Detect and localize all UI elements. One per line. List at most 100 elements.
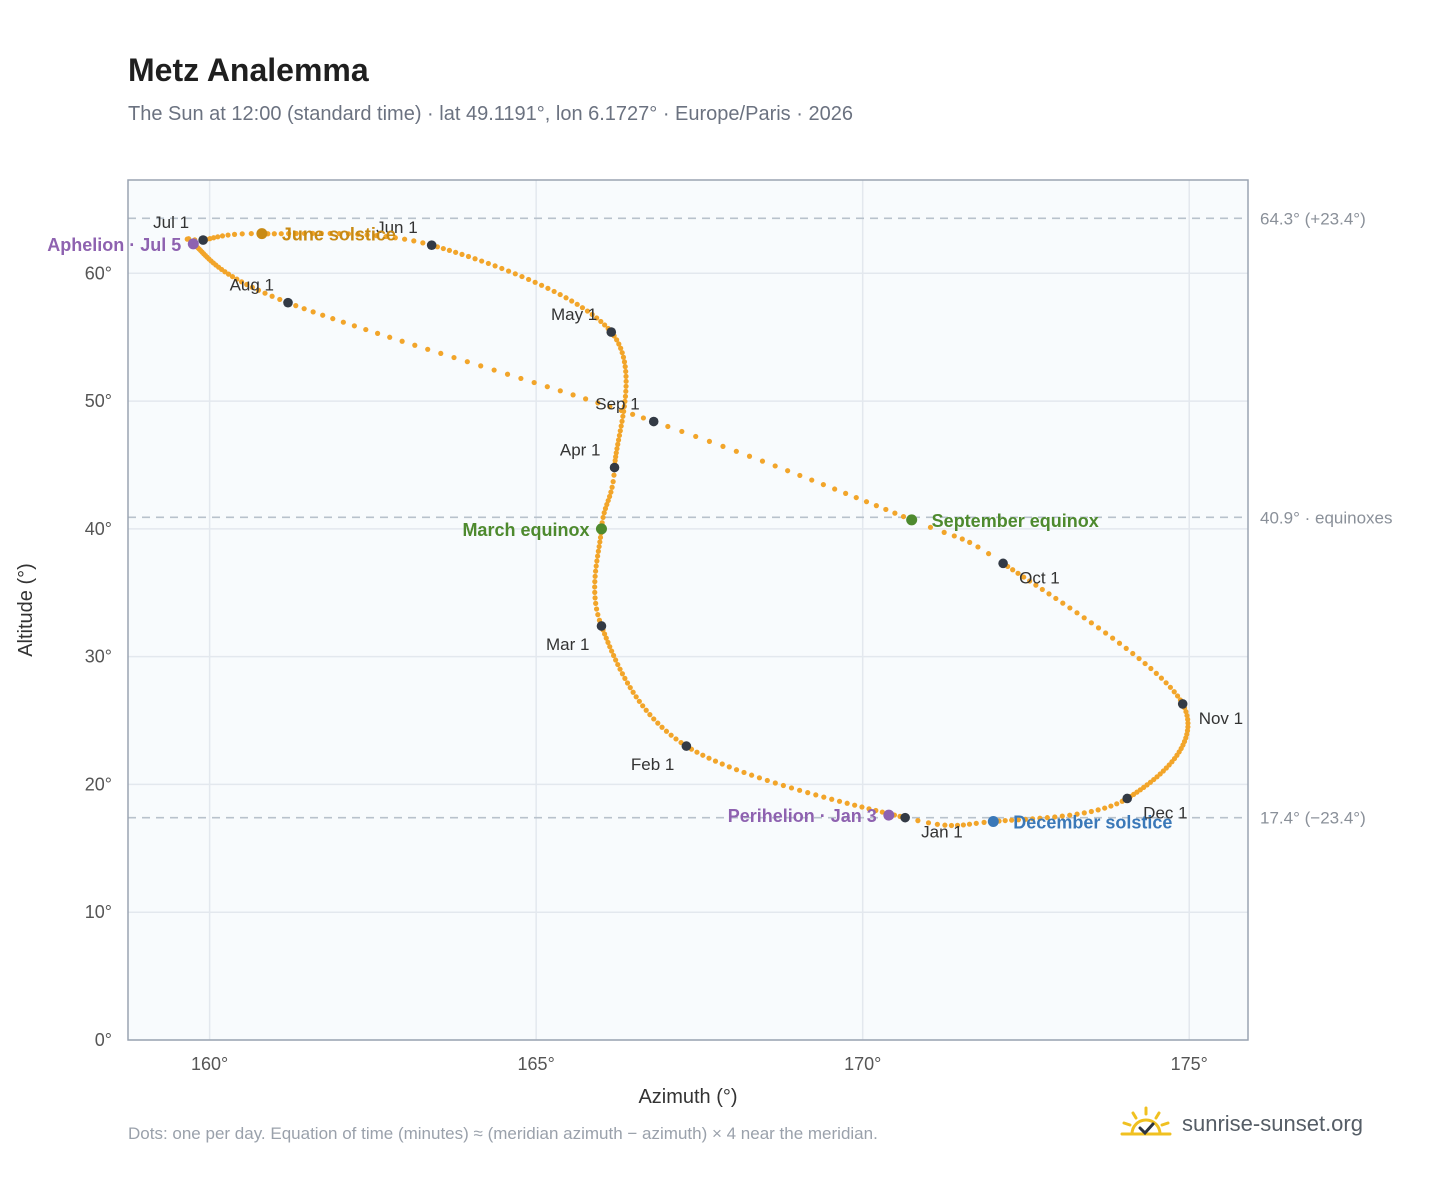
- month-label: Apr 1: [560, 441, 601, 460]
- plot-area: [128, 180, 1248, 1040]
- day-dot: [229, 273, 236, 280]
- day-dot: [387, 334, 393, 340]
- day-dot: [883, 506, 889, 513]
- event-marker: [256, 228, 268, 240]
- day-dot: [967, 539, 973, 545]
- day-dot: [617, 428, 623, 434]
- day-dot: [472, 256, 478, 262]
- day-dot: [545, 285, 551, 291]
- day-dot: [557, 291, 563, 298]
- day-dot: [1037, 815, 1043, 821]
- day-dot: [623, 388, 629, 394]
- day-dot: [622, 398, 628, 404]
- day-dot: [749, 772, 755, 778]
- day-dot: [616, 341, 622, 347]
- day-dot: [843, 490, 849, 496]
- day-dot: [821, 794, 827, 800]
- day-dot: [615, 437, 622, 443]
- day-dot: [640, 703, 646, 709]
- day-dot: [619, 671, 626, 677]
- day-dot: [772, 780, 778, 786]
- day-dot: [1067, 605, 1073, 611]
- day-dot: [973, 820, 979, 826]
- chart-title: Metz Analemma: [128, 52, 369, 88]
- day-dot: [1142, 660, 1148, 667]
- day-dot: [788, 785, 795, 791]
- day-dot: [1053, 595, 1059, 602]
- day-dot: [597, 539, 603, 545]
- day-dot: [504, 371, 511, 377]
- day-dot: [402, 236, 408, 242]
- day-dot: [900, 513, 907, 520]
- day-dot: [465, 253, 472, 260]
- month-marker: [998, 558, 1008, 569]
- day-dot: [853, 494, 859, 501]
- day-dot: [1033, 582, 1039, 588]
- day-dot: [411, 238, 417, 244]
- day-dot: [780, 782, 786, 789]
- day-dot: [383, 233, 389, 240]
- day-dot: [570, 392, 576, 398]
- day-dot: [595, 612, 601, 618]
- day-dot: [592, 579, 598, 585]
- day-dot: [1108, 803, 1114, 809]
- reference-line-label: 64.3° (+23.4°): [1260, 209, 1366, 228]
- day-dot: [499, 265, 505, 272]
- day-dot: [1060, 600, 1066, 606]
- event-label: Perihelion · Jan 3: [728, 806, 877, 826]
- day-dot: [726, 764, 732, 770]
- day-dot: [623, 383, 629, 389]
- day-dot: [531, 379, 537, 386]
- day-dot: [1114, 801, 1120, 807]
- day-dot: [293, 303, 299, 309]
- day-dot: [712, 758, 719, 764]
- day-dot: [985, 551, 992, 557]
- day-dot: [1123, 645, 1129, 651]
- day-dot: [720, 443, 726, 449]
- day-dot: [1059, 813, 1065, 819]
- month-marker: [596, 621, 607, 631]
- day-dot: [592, 589, 598, 595]
- day-dot: [1174, 693, 1181, 699]
- day-dot: [863, 499, 870, 505]
- month-label: May 1: [551, 305, 597, 324]
- day-dot: [620, 413, 626, 419]
- day-dot: [225, 271, 232, 277]
- day-dot: [603, 635, 609, 641]
- day-dot: [532, 279, 538, 285]
- brand[interactable]: sunrise-sunset.org: [1120, 1104, 1363, 1144]
- day-dot: [618, 345, 624, 351]
- day-dot: [647, 712, 653, 718]
- day-dot: [1029, 816, 1036, 822]
- day-dot: [925, 820, 932, 826]
- day-dot: [1009, 817, 1015, 823]
- day-dot: [617, 666, 623, 672]
- day-dot: [239, 231, 245, 237]
- day-dot: [593, 563, 599, 569]
- day-dot: [595, 553, 601, 559]
- x-tick-label: 170°: [844, 1054, 881, 1074]
- day-dot: [700, 752, 706, 758]
- day-dot: [772, 463, 778, 469]
- day-dot: [1027, 578, 1033, 584]
- day-dot: [618, 423, 624, 429]
- day-dot: [892, 510, 898, 516]
- day-dot: [525, 276, 532, 283]
- day-dot: [630, 411, 636, 417]
- day-dot: [478, 363, 484, 369]
- month-markers: Jan 1 Feb 1 Mar 1 Apr 1 May 1 Jun 1 Jul 1 Aug 1…: [153, 213, 1243, 842]
- event-marker: [906, 514, 918, 526]
- day-dot: [1185, 720, 1191, 726]
- day-dot: [1167, 684, 1173, 690]
- plot-frame: [127, 179, 1249, 1041]
- day-dot: [622, 393, 629, 399]
- day-dot: [310, 230, 316, 236]
- day-dot: [623, 373, 629, 379]
- day-dot: [544, 384, 550, 390]
- day-dot: [601, 510, 607, 516]
- day-dot: [1148, 665, 1154, 672]
- month-label: Jan 1: [921, 823, 963, 842]
- day-dot: [592, 568, 599, 574]
- month-marker: [1122, 793, 1132, 804]
- day-dot: [608, 489, 614, 495]
